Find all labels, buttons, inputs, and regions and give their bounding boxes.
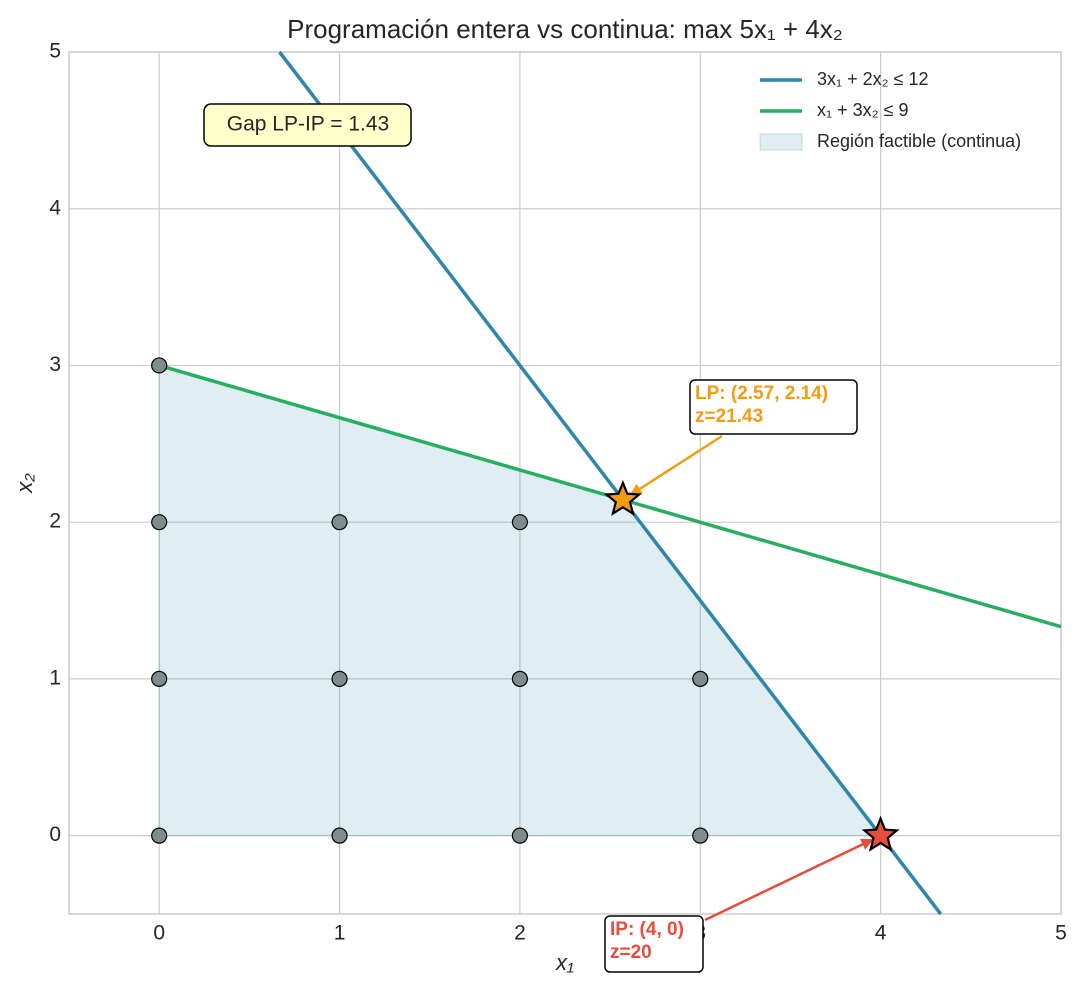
x-tick-label: 5 [1055, 922, 1067, 945]
integer-point [151, 357, 168, 374]
chart-title: Programación entera vs continua: max 5x₁… [287, 14, 843, 44]
legend-label: Región factible (continua) [817, 131, 1021, 151]
annotation-box [203, 103, 412, 147]
integer-point [511, 670, 529, 688]
x-tick-label: 2 [514, 922, 526, 945]
x-tick-label: 1 [334, 922, 346, 945]
integer-point [511, 514, 529, 531]
integer-point [692, 827, 709, 844]
y-tick-label: 3 [49, 353, 61, 376]
legend-swatch [759, 133, 803, 151]
optimum-star [861, 815, 900, 852]
annotation-text: Gap LP-IP = 1.43 [227, 113, 389, 136]
integer-point [511, 827, 529, 844]
y-tick-label: 1 [49, 666, 61, 689]
annotation-text: z=21.43 [695, 406, 763, 427]
x-axis-label: x₁ [555, 950, 574, 975]
y-tick-label: 4 [49, 196, 61, 219]
annotation-arrow [704, 837, 874, 922]
x-tick-label: 4 [875, 922, 887, 945]
annotation-box [604, 915, 704, 973]
annotation-arrow [628, 434, 723, 497]
integer-point [151, 670, 168, 688]
legend-label: 3x₁ + 2x₂ ≤ 12 [817, 69, 929, 89]
x-tick-label: 0 [153, 922, 165, 945]
integer-point [331, 670, 348, 688]
y-tick-label: 2 [49, 510, 61, 533]
constraint-line [278, 50, 943, 916]
arrow-head [629, 483, 643, 496]
y-tick-label: 5 [49, 40, 61, 63]
plot-frame [68, 51, 1062, 915]
annotation-text: IP: (4, 0) [610, 919, 684, 940]
integer-point [692, 670, 709, 688]
integer-point [331, 514, 348, 531]
arrow-head [860, 838, 874, 850]
y-tick-label: 0 [49, 823, 61, 846]
optimum-star [603, 479, 642, 516]
integer-point [151, 827, 168, 844]
integer-point [151, 514, 168, 531]
legend-label: x₁ + 3x₂ ≤ 9 [817, 100, 908, 120]
y-axis-label: x₂ [12, 473, 37, 494]
annotation-box [689, 379, 858, 435]
integer-point [331, 827, 348, 844]
annotation-text: LP: (2.57, 2.14) [695, 383, 828, 404]
annotation-text: z=20 [610, 942, 652, 963]
